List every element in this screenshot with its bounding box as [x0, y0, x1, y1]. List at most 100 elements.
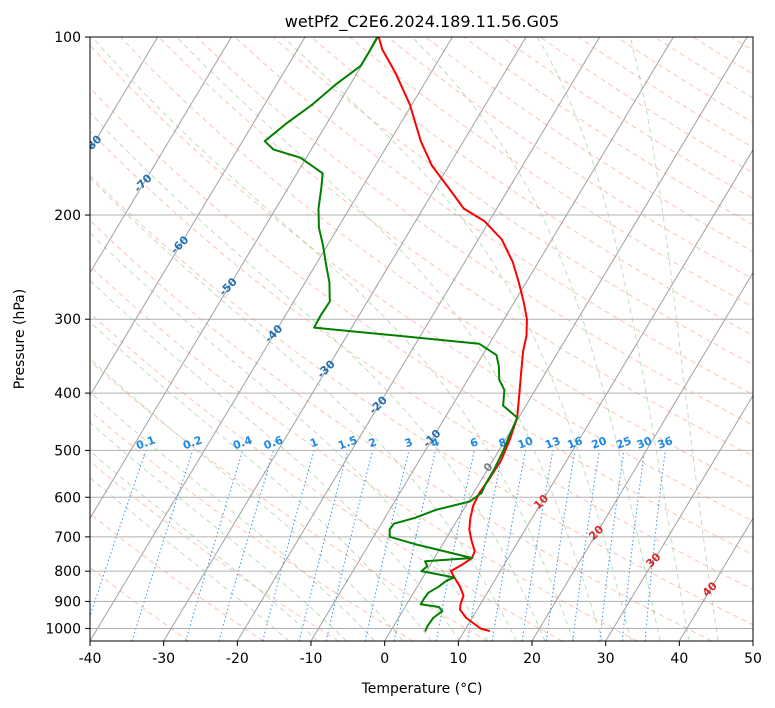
moist-adiabat — [536, 37, 690, 641]
temperature-point — [501, 238, 503, 241]
temperature-point — [473, 550, 476, 552]
mixing-ratio-label: 16 — [565, 434, 584, 452]
temperature-point — [511, 261, 514, 263]
temperature-point — [526, 318, 528, 321]
mixing-ratio-line — [262, 450, 315, 641]
temperature-point — [459, 585, 461, 588]
mixing-ratio-line — [218, 450, 274, 641]
dry-adiabat — [90, 360, 488, 641]
dewpoint-point — [328, 281, 331, 284]
dewpoint-point — [502, 449, 505, 452]
mixing-ratio-line — [621, 450, 645, 641]
dewpoint-point — [393, 522, 395, 525]
dry-adiabat — [90, 44, 753, 522]
dewpoint-point — [437, 585, 440, 588]
mixing-ratio-line — [185, 450, 244, 641]
mixing-ratio-label: 36 — [656, 434, 675, 452]
isotherm-gridline — [236, 37, 601, 641]
dewpoint-point — [427, 591, 430, 594]
dewpoint-point — [443, 550, 445, 552]
temperature-point — [500, 459, 502, 462]
y-tick-label: 700 — [54, 530, 81, 546]
dewpoint-point — [438, 606, 440, 608]
isotherm-gridline — [310, 37, 674, 641]
isotherm-gridline — [605, 394, 753, 641]
x-tick-label: -20 — [226, 651, 249, 667]
temperature-point — [409, 103, 411, 106]
mixing-ratio-line — [325, 450, 374, 641]
isotherm-gridline — [163, 37, 527, 641]
moist-adiabat — [176, 37, 603, 641]
dry-adiabat — [90, 460, 339, 641]
dewpoint-point — [503, 389, 506, 391]
temperature-point — [461, 563, 464, 566]
isotherm-gridline — [90, 37, 453, 641]
dewpoint-point — [335, 83, 338, 85]
mixing-ratio-line — [131, 450, 194, 641]
mixing-ratio-label: 0.2 — [181, 433, 204, 452]
mixing-ratio-label: 0.6 — [262, 433, 285, 452]
dry-adiabat — [272, 37, 753, 366]
temperature-point — [479, 627, 482, 630]
profile-series — [263, 37, 528, 632]
temperature-point — [488, 630, 491, 632]
dewpoint-point — [424, 560, 426, 563]
dewpoint-point — [516, 416, 518, 419]
dewpoint-point — [432, 617, 434, 619]
temperature-point — [518, 281, 520, 284]
temperature-point — [420, 140, 422, 142]
moist-adiabat — [629, 37, 719, 641]
moist-adiabat — [90, 422, 347, 641]
dewpoint-point — [484, 483, 487, 485]
chart-title: wetPf2_C2E6.2024.189.11.56.G05 — [285, 12, 559, 32]
isotherm-gridline — [678, 517, 753, 641]
axes: -40 -30 -20 -10 0 10 20 30 40 50 1000 900 800 700 600 5… — [45, 30, 762, 667]
dewpoint-point — [285, 122, 288, 125]
dewpoint-point — [317, 207, 320, 210]
mixing-ratio-line — [599, 450, 625, 641]
plot-area: -100-90-80-70-60-50-40-30-20-10010203040… — [90, 37, 753, 641]
dewpoint-point — [414, 543, 416, 545]
mixing-ratio-label: 3 — [403, 436, 415, 451]
dewpoint-point — [445, 579, 448, 582]
mixing-ratio-label: 30 — [635, 434, 654, 452]
dewpoint-point — [368, 51, 370, 53]
isotherm-gridline — [384, 37, 748, 641]
dewpoint-point — [426, 625, 429, 627]
series-dewpoint — [263, 37, 519, 632]
mixing-ratio-line — [545, 450, 576, 641]
dry-adiabat — [120, 37, 753, 489]
temperature-point — [518, 392, 521, 394]
mixing-ratio-label: 1 — [308, 436, 320, 451]
mixing-ratio-label: 0.4 — [231, 433, 254, 452]
temperature-point — [447, 187, 450, 189]
temperature-point — [431, 164, 433, 167]
moist-adiabat — [90, 177, 517, 641]
temperature-point — [450, 570, 452, 572]
temperature-point — [468, 528, 471, 531]
temperature-point — [483, 220, 486, 223]
mixing-ratio-label: 8 — [497, 436, 509, 451]
dry-adiabat — [90, 512, 264, 641]
dewpoint-point — [388, 536, 391, 538]
dewpoint-point — [469, 500, 471, 503]
moist-adiabat — [90, 358, 404, 641]
isotherm-gridline — [90, 37, 306, 397]
x-tick-label: 40 — [670, 651, 688, 667]
dewpoint-point — [324, 261, 327, 263]
y-tick-label: 200 — [54, 208, 81, 224]
x-tick-label: -40 — [79, 651, 102, 667]
background-lines — [90, 37, 753, 641]
mixing-ratio-line — [644, 450, 666, 641]
mixing-ratio-label: 10 — [516, 434, 535, 452]
moist-adiabat — [90, 111, 546, 641]
dry-adiabat — [90, 219, 712, 641]
temperature-point — [522, 300, 525, 303]
dewpoint-point — [435, 509, 437, 511]
dewpoint-point — [426, 565, 429, 568]
dewpoint-point — [329, 300, 331, 303]
dewpoint-point — [495, 354, 498, 356]
x-axis-label: Temperature (°C) — [361, 681, 483, 697]
mixing-ratio-label: 25 — [614, 434, 633, 451]
dewpoint-point — [420, 570, 423, 572]
